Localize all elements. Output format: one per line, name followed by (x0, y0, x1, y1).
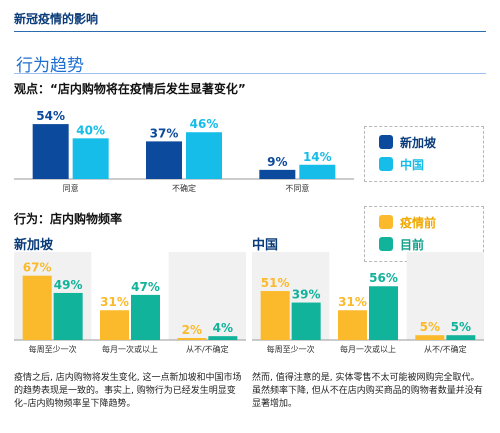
category-label: 每月一次或以上 (340, 344, 396, 354)
data-label: 31% (100, 295, 129, 309)
section-divider (14, 73, 486, 74)
bar (415, 335, 445, 340)
region-label-china: 中国 (252, 238, 279, 253)
legend-country: 新加坡 中国 (364, 126, 484, 182)
category-label: 每月一次或以上 (102, 344, 158, 354)
data-label: 31% (338, 295, 367, 309)
opinion-bar-chart: 54% 40% 同意 37% 46% 不确定 9% 14% 不同意 (14, 109, 354, 193)
bar (338, 310, 367, 340)
legend-label-singapore: 新加坡 (400, 135, 437, 150)
legend-swatch-current (379, 237, 393, 251)
bar (369, 286, 398, 340)
data-label: 56% (369, 271, 398, 285)
bar (186, 132, 222, 179)
data-label: 5% (451, 320, 471, 334)
data-label: 51% (261, 276, 290, 290)
data-label: 67% (23, 261, 52, 275)
category-label: 每周至少一次 (29, 344, 77, 354)
category-label: 从不/不确定 (186, 344, 229, 354)
bar (53, 292, 83, 340)
paragraph-right: 然而, 值得注意的是, 实体零售不太可能被网购完全取代。虽然频率下降, 但从不在… (252, 373, 483, 409)
opinion-chart-title: 观点：“店内购物将在疫情后发生显著变化” (14, 82, 246, 96)
data-label: 54% (36, 109, 65, 123)
singapore-frequency-chart: 67%49% 每周至少一次 31%47% 每月一次或以上 2% 4% 从不/不确定 (14, 252, 246, 354)
header-title: 新冠疫情的影响 (14, 12, 99, 26)
bar (146, 141, 182, 179)
legend-swatch-china (379, 157, 393, 171)
legend-label-pre-pandemic: 疫情前 (400, 215, 437, 230)
legend-swatch-pre-pandemic (379, 215, 393, 229)
legend-swatch-singapore (379, 135, 393, 149)
data-label: 4% (213, 321, 233, 335)
bar (259, 169, 296, 179)
bar (299, 164, 336, 179)
china-frequency-chart: 51%39% 每周至少一次 31%56% 每月一次或以上 5% 5% 从不/不确定 (252, 252, 484, 354)
data-label: 47% (131, 280, 160, 294)
bar (100, 310, 129, 340)
data-label: 9% (267, 155, 287, 169)
legend-item-singapore: 新加坡 (379, 131, 483, 153)
band-bg (406, 252, 484, 340)
data-label: 2% (182, 323, 202, 337)
data-label: 14% (303, 150, 332, 164)
legend-item-pre-pandemic: 疫情前 (379, 211, 483, 233)
data-label: 5% (420, 320, 440, 334)
bar (177, 338, 207, 340)
category-label: 每周至少一次 (267, 344, 315, 354)
category-label: 不确定 (172, 183, 196, 193)
section-title: 行为趋势 (16, 56, 84, 76)
category-label: 不同意 (285, 183, 309, 193)
frequency-chart-title: 行为：店内购物频率 (14, 212, 123, 226)
bar (72, 138, 109, 179)
region-label-singapore: 新加坡 (14, 238, 54, 253)
data-label: 39% (292, 288, 321, 302)
bar (208, 336, 238, 340)
bar (291, 302, 321, 340)
bar (131, 294, 160, 340)
legend-item-china: 中国 (379, 153, 483, 175)
legend-item-current: 目前 (379, 233, 483, 255)
data-label: 49% (54, 278, 83, 292)
bar (260, 291, 290, 340)
category-label: 同意 (63, 183, 79, 193)
bar (446, 335, 476, 340)
legend-label-china: 中国 (400, 157, 425, 172)
data-label: 46% (190, 117, 219, 131)
data-label: 40% (76, 123, 105, 137)
header-divider (14, 31, 486, 32)
bar (32, 124, 69, 179)
data-label: 37% (150, 126, 179, 140)
category-label: 从不/不确定 (424, 344, 467, 354)
bar (22, 275, 52, 340)
band-bg (168, 252, 246, 340)
legend-label-current: 目前 (400, 237, 425, 252)
paragraph-left: 疫情之后, 店内购物将发生变化, 这一点新加坡和中国市场的趋势表现是一致的。事实… (14, 373, 242, 409)
